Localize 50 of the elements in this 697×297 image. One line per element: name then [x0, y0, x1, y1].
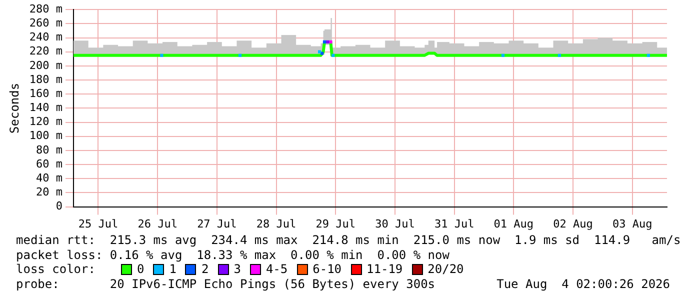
y-tick-label: 20 m	[36, 186, 63, 199]
y-tick-label: 60 m	[36, 157, 63, 170]
point	[646, 54, 650, 57]
x-tick-label: 02 Aug	[553, 217, 593, 230]
text: packet loss: 0.16 % avg 18.33 % max 0.00 % min 0.00 % now	[16, 248, 450, 263]
text: Tue Aug 4 02:00:26 2026	[496, 277, 670, 292]
legend-label: 20/20	[428, 262, 464, 276]
legend-label: 2	[201, 262, 209, 276]
y-tick-label: 140 m	[29, 101, 63, 114]
y-tick-label: 120 m	[29, 115, 63, 128]
x-tick-label: 30 Jul	[375, 217, 415, 230]
x-tick-label: 31 Jul	[434, 217, 474, 230]
x-tick-label: 26 Jul	[138, 217, 178, 230]
y-tick-label: 200 m	[29, 58, 63, 72]
legend-label: 6-10	[312, 262, 342, 276]
y-tick-label: 180 m	[29, 72, 63, 86]
y-tick-label: 100 m	[29, 129, 63, 142]
y-tick-label: 280 m	[29, 2, 63, 16]
text: median rtt: 215.3 ms avg 234.4 ms max 214.8 ms min 215.0 ms now 1.9 ms sd 114.9 am/s	[16, 233, 681, 248]
y-tick-label: 240 m	[29, 30, 63, 44]
point	[318, 50, 322, 54]
y-tick-label: 220 m	[29, 44, 63, 58]
x-tick-label: 28 Jul	[256, 217, 296, 230]
y-tick-label: 0	[56, 200, 63, 213]
point	[322, 40, 326, 44]
text: probe: 20 IPv6-ICMP Echo Pings (56 Bytes) every 300s	[16, 277, 436, 292]
x-tick-label: 29 Jul	[316, 217, 356, 230]
legend-label: 1	[169, 262, 176, 276]
y-tick-label: 40 m	[36, 171, 63, 184]
legend-label: 3	[234, 262, 241, 276]
legend-label: 4-5	[266, 262, 288, 276]
x-tick-label: 03 Aug	[612, 217, 652, 230]
y-tick-label: 260 m	[29, 16, 63, 30]
y-tick-label: 80 m	[36, 143, 63, 156]
legend-title: loss color:	[16, 262, 96, 276]
y-tick-label: 160 m	[29, 86, 63, 100]
x-tick-label: 27 Jul	[197, 217, 237, 230]
point	[329, 40, 332, 44]
point	[558, 54, 561, 57]
point	[326, 40, 330, 44]
point	[501, 54, 505, 57]
x-tick-label: 25 Jul	[78, 217, 118, 230]
x-tick-label: 01 Aug	[494, 217, 534, 230]
y-axis-title: Seconds	[7, 82, 22, 134]
point	[332, 54, 335, 57]
legend-label: 0	[137, 262, 144, 276]
point	[160, 54, 164, 57]
legend-label: 11-19	[366, 262, 403, 276]
point	[320, 52, 324, 55]
point	[238, 54, 242, 57]
